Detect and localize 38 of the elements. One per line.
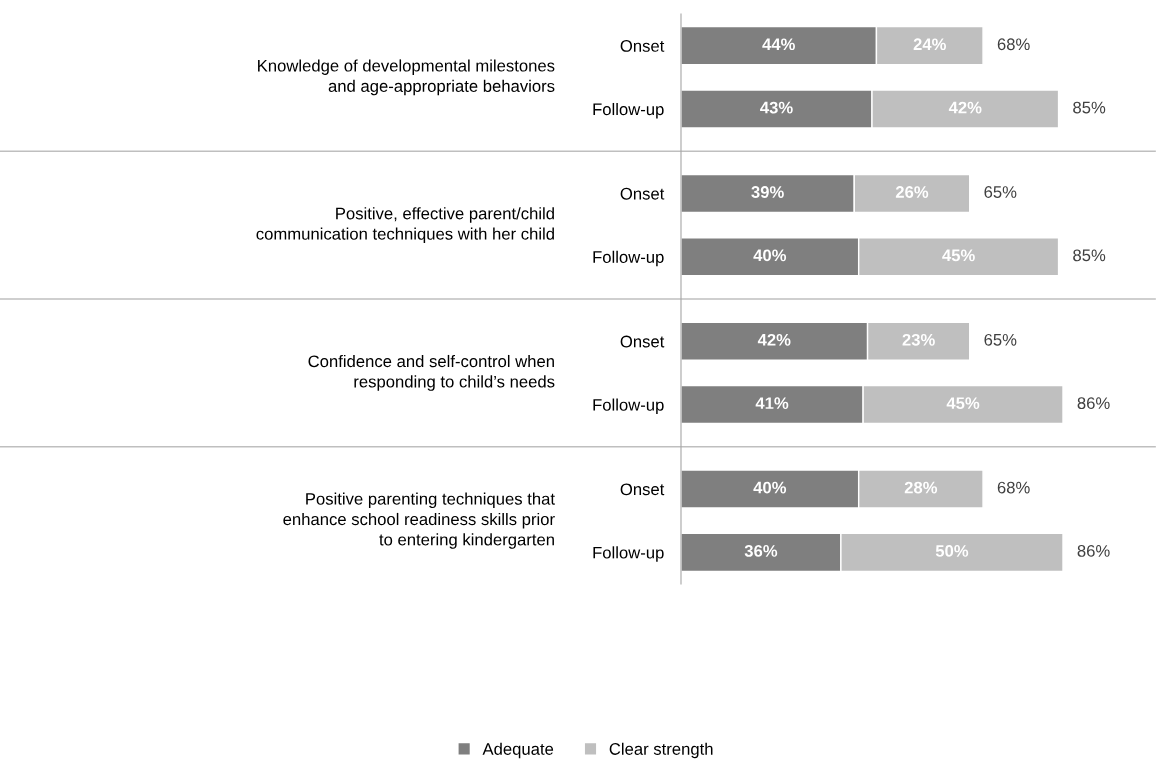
data-label: 45% [942, 249, 975, 262]
data-label: 43% [760, 101, 793, 114]
y-tick-label: Follow-up [593, 102, 664, 119]
total-label: 85% [1073, 249, 1106, 262]
data-label: 39% [751, 186, 784, 198]
total-label: 68% [997, 481, 1030, 494]
data-label: 36% [744, 545, 778, 557]
data-label: 42% [757, 333, 791, 346]
total-label: 86% [1077, 397, 1110, 410]
y-tick-label: Onset [620, 335, 665, 348]
data-label: 23% [902, 333, 935, 346]
total-label: 86% [1077, 545, 1110, 557]
y-tick-label: Onset [620, 483, 665, 496]
text: Confidence and self-control when responding to child’s needs [308, 354, 555, 391]
total-label: 65% [984, 186, 1017, 198]
data-label: 24% [913, 38, 946, 51]
data-label: 41% [755, 397, 789, 409]
data-label: 40% [753, 481, 787, 494]
data-label: 28% [904, 481, 938, 494]
text: Positive, effective parent/child communication techniques with her child [256, 207, 554, 244]
total-label: 65% [984, 333, 1017, 346]
legend-label: Clear strength [609, 742, 713, 759]
text: Positive parenting techniques that enhance school readiness skills prior to entering kindergarten [283, 492, 555, 549]
legend-label: Adequate [482, 742, 554, 759]
total-label: 68% [997, 38, 1030, 51]
y-tick-label: Onset [620, 187, 665, 200]
data-label: 42% [948, 101, 982, 114]
data-label: 50% [935, 545, 969, 557]
data-label: 44% [762, 38, 795, 51]
y-tick-label: Follow-up [593, 250, 664, 267]
y-tick-label: Onset [620, 40, 665, 52]
total-label: 85% [1073, 101, 1106, 114]
data-label: 45% [946, 397, 980, 410]
y-tick-label: Follow-up [593, 546, 664, 562]
y-tick-label: Follow-up [593, 398, 664, 415]
data-label: 26% [895, 186, 929, 198]
data-label: 40% [753, 249, 787, 262]
text: Knowledge of developmental milestones and age-appropriate behaviors [258, 59, 555, 96]
